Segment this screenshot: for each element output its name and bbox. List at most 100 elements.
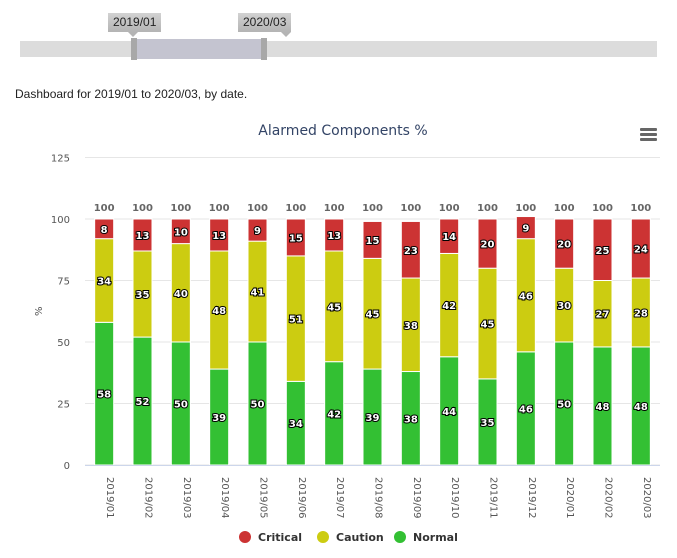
data-label: 58 [97,390,111,401]
data-label: 40 [174,289,188,300]
bar-critical [285,218,306,257]
y-tick-label: 0 [64,461,70,472]
total-label: 100 [362,203,383,214]
x-tick-label: 2020/02 [603,477,614,519]
data-label: 35 [481,418,495,429]
total-label: 100 [209,203,230,214]
bar-critical [515,216,536,240]
data-label: 28 [634,308,648,319]
total-label: 100 [630,203,651,214]
data-label: 25 [596,246,610,257]
data-label: 50 [174,400,188,411]
x-tick-label: 2019/10 [449,477,460,519]
range-end-label: 2020/03 [238,13,292,37]
x-tick-label: 2019/07 [334,477,345,519]
legend-marker-normal [394,531,406,543]
data-label: 8 [101,225,108,236]
data-label: 45 [327,302,341,313]
data-label: 34 [97,277,111,288]
range-start-handle[interactable] [131,38,137,60]
bar-critical [400,220,421,279]
data-label: 15 [366,236,380,247]
total-label: 100 [285,203,306,214]
data-label: 27 [596,310,610,321]
data-label: 24 [634,245,648,256]
y-tick-label: 75 [57,277,70,288]
x-tick-label: 2019/01 [104,477,115,519]
data-label: 20 [557,240,571,251]
data-label: 30 [557,301,571,312]
total-label: 100 [132,203,153,214]
data-label: 52 [136,397,150,408]
data-label: 39 [212,413,226,424]
total-label: 100 [400,203,421,214]
range-start-label: 2019/01 [108,13,162,37]
total-label: 100 [324,203,345,214]
data-label: 20 [481,240,495,251]
x-tick-label: 2019/03 [181,477,192,519]
legend-item-critical: Critical [258,531,302,544]
data-label: 14 [442,232,456,243]
bar-critical [592,218,613,281]
bar-critical [209,218,230,252]
bar-critical [362,220,383,259]
x-tick-label: 2019/08 [373,477,384,519]
data-label: 9 [254,226,261,237]
x-tick-label: 2020/03 [641,477,652,519]
legend-item-normal: Normal [413,531,458,544]
data-label: 13 [327,231,341,242]
bar-critical [170,218,191,245]
bar-critical [630,218,651,279]
total-label: 100 [515,203,536,214]
data-label: 13 [212,231,226,242]
data-label: 45 [366,310,380,321]
date-range-track[interactable] [20,41,657,57]
data-label: 50 [557,400,571,411]
y-tick-label: 125 [51,154,70,165]
data-label: 48 [634,402,648,413]
bar-critical [132,218,153,252]
dashboard-description: Dashboard for 2019/01 to 2020/03, by dat… [15,87,248,101]
total-label: 100 [592,203,613,214]
data-label: 38 [404,321,418,332]
data-label: 51 [289,315,303,326]
bar-critical [324,218,345,252]
data-label: 35 [136,290,150,301]
bar-critical [477,218,498,269]
y-tick-label: 100 [51,215,70,226]
total-label: 100 [439,203,460,214]
data-label: 23 [404,246,418,257]
data-label: 34 [289,419,303,430]
data-label: 48 [212,306,226,317]
x-tick-label: 2019/04 [219,477,230,519]
x-tick-label: 2019/06 [296,477,307,519]
chart-title: Alarmed Components % [258,123,427,139]
data-label: 39 [366,413,380,424]
data-label: 15 [289,233,303,244]
data-label: 48 [596,402,610,413]
bar-critical [554,218,575,269]
y-tick-label: 50 [57,338,70,349]
data-label: 13 [136,231,150,242]
total-label: 100 [554,203,575,214]
hamburger-menu-icon[interactable] [640,128,657,142]
bar-critical [247,218,268,242]
y-tick-label: 25 [57,400,70,411]
date-range-selection[interactable] [135,39,265,59]
legend-marker-critical [239,531,251,543]
x-tick-label: 2019/02 [143,477,154,519]
data-label: 50 [251,400,265,411]
x-tick-label: 2019/12 [526,477,537,519]
x-tick-label: 2019/05 [258,477,269,519]
data-label: 38 [404,414,418,425]
data-label: 42 [442,301,456,312]
data-label: 46 [519,291,533,302]
legend-item-caution: Caution [336,531,384,544]
total-label: 100 [94,203,115,214]
x-tick-label: 2019/09 [411,477,422,519]
data-label: 9 [522,224,529,235]
range-end-handle[interactable] [261,38,267,60]
data-label: 46 [519,404,533,415]
stacked-bar-chart: Alarmed Components % 0 25 50 75 100 125% 58 34 8 1… [34,123,660,544]
